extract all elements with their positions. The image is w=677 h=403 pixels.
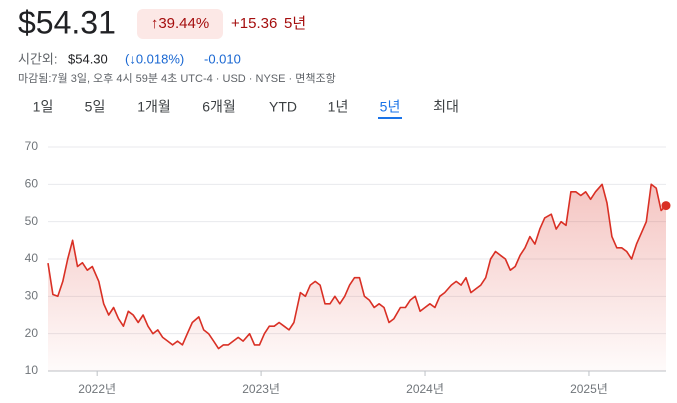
x-tick-label: 2025년 <box>570 382 608 396</box>
y-tick-label: 40 <box>25 251 39 265</box>
last-point <box>661 201 671 211</box>
tab[interactable]: 1년 <box>328 99 349 115</box>
tab-underline <box>378 117 402 119</box>
tab[interactable]: 1개월 <box>137 99 171 115</box>
area-fill <box>48 184 666 371</box>
y-tick-label: 70 <box>25 139 39 153</box>
tab[interactable]: 5년 <box>380 99 401 115</box>
y-tick-label: 20 <box>25 326 39 340</box>
change-pct: ↑39.44% <box>151 15 209 32</box>
x-tick-label: 2024년 <box>406 382 444 396</box>
change-pill <box>137 9 223 39</box>
tab[interactable]: 6개월 <box>202 99 236 115</box>
y-tick-label: 60 <box>25 177 39 191</box>
after-hours-abs: -0.010 <box>204 51 241 66</box>
info-line: 마감됨:7월 3일, 오후 4시 59분 4초 UTC-4 · USD · NY… <box>18 71 336 85</box>
after-hours-price: $54.30 <box>68 51 108 66</box>
range-tabs: 1일 5일 1개월 6개월 YTD 1년 5년 최대 <box>33 99 459 119</box>
tab[interactable]: YTD <box>269 99 297 115</box>
y-tick-label: 10 <box>25 363 39 377</box>
tab[interactable]: 1일 <box>33 99 54 115</box>
after-hours-label: 시간외: <box>18 51 58 66</box>
x-tick-label: 2023년 <box>242 382 280 396</box>
price-line <box>47 183 667 350</box>
change-abs: +15.36 <box>231 15 277 32</box>
after-hours-pct: (↓0.018%) <box>125 51 184 66</box>
x-tick-label: 2022년 <box>78 382 116 396</box>
y-tick-label: 30 <box>25 289 39 303</box>
tab[interactable]: 5일 <box>85 99 106 115</box>
change-period: 5년 <box>284 15 306 32</box>
tab[interactable]: 최대 <box>433 99 459 115</box>
y-tick-label: 50 <box>25 214 39 228</box>
price: $54.31 <box>18 4 116 40</box>
chart: 10 20 30 40 50 60 70 2022년 2023년 2024년 2025년 <box>25 139 671 396</box>
